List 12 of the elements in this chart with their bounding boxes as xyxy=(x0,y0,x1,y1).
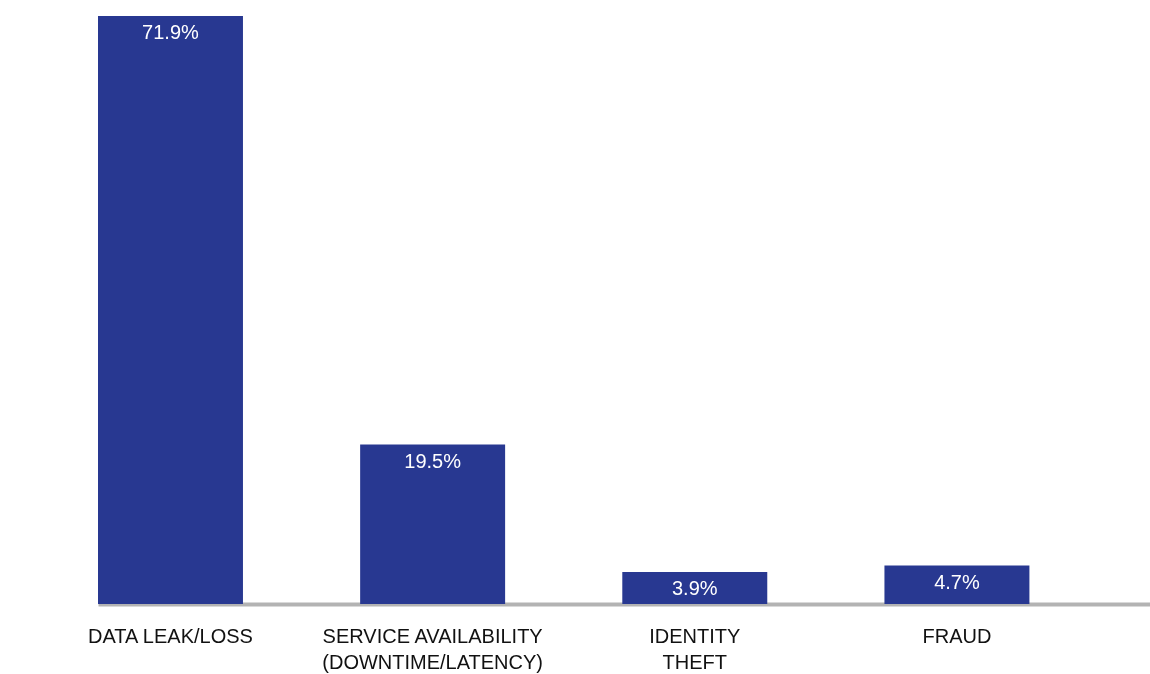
data-label: 71.9% xyxy=(142,21,200,43)
x-tick-label: DATA LEAK/LOSS xyxy=(88,624,253,647)
x-tick-label: IDENTITY THEFT xyxy=(649,624,741,673)
bar xyxy=(884,565,1030,604)
data-label: 4.7% xyxy=(934,570,980,593)
bar xyxy=(622,572,768,604)
x-tick-label: FRAUD xyxy=(922,624,992,647)
bar xyxy=(98,16,243,604)
data-label: 19.5% xyxy=(404,449,462,472)
x-tick-label: SERVICE AVAILABILITY (DOWNTIME/LATENCY) xyxy=(322,624,543,673)
data-label: 3.9% xyxy=(671,577,718,600)
bar xyxy=(360,444,506,604)
